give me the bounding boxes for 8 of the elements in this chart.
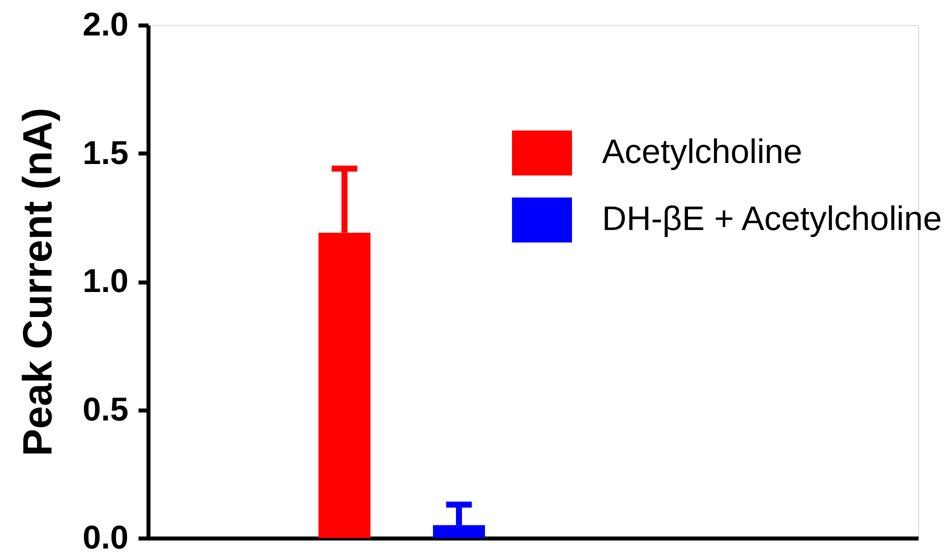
y-tick-label: 0.5	[82, 390, 128, 428]
y-tick-label: 2.0	[82, 6, 128, 42]
y-tick-label: 1.5	[82, 134, 128, 171]
y-tick-label: 0.0	[82, 518, 128, 553]
legend-label: DH-βE + Acetylcholine	[602, 200, 942, 238]
y-axis-title: Peak Current (nA)	[14, 108, 61, 456]
legend-label: Acetylcholine	[602, 133, 802, 171]
y-tick-label: 1.0	[82, 262, 128, 299]
